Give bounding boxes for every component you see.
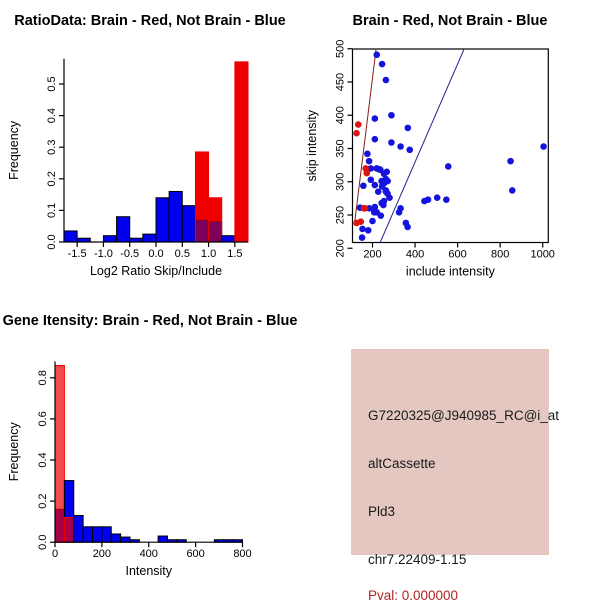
svg-text:600: 600 <box>186 548 204 560</box>
svg-text:200: 200 <box>93 548 111 560</box>
svg-text:0.5: 0.5 <box>46 76 58 91</box>
svg-text:300: 300 <box>335 173 347 191</box>
svg-text:400: 400 <box>406 249 424 261</box>
svg-text:200: 200 <box>363 249 381 261</box>
svg-text:Frequency: Frequency <box>7 120 21 180</box>
svg-text:600: 600 <box>448 249 466 261</box>
svg-text:Log2 Ratio Skip/Include: Log2 Ratio Skip/Include <box>90 264 222 278</box>
svg-text:chr7.22409-1.15: chr7.22409-1.15 <box>368 552 466 567</box>
svg-text:1000: 1000 <box>530 249 554 261</box>
svg-text:Brain - Red, Not Brain - Blue: Brain - Red, Not Brain - Blue <box>353 13 548 29</box>
svg-text:Frequency: Frequency <box>7 422 21 482</box>
svg-text:350: 350 <box>335 139 347 157</box>
svg-text:800: 800 <box>491 249 509 261</box>
svg-text:RatioData: Brain - Red, Not Br: RatioData: Brain - Red, Not Brain - Blue <box>14 13 286 29</box>
svg-text:800: 800 <box>233 548 251 560</box>
svg-text:0.2: 0.2 <box>46 171 58 186</box>
svg-text:include intensity: include intensity <box>406 265 496 279</box>
svg-text:0.4: 0.4 <box>37 452 49 467</box>
svg-text:altCassette: altCassette <box>368 456 436 471</box>
svg-text:0.5: 0.5 <box>175 248 190 260</box>
svg-text:skip intensity: skip intensity <box>305 109 319 181</box>
svg-text:400: 400 <box>335 106 347 124</box>
svg-text:500: 500 <box>335 40 347 58</box>
svg-text:Pld3: Pld3 <box>368 504 395 519</box>
svg-text:-0.5: -0.5 <box>120 248 139 260</box>
svg-text:Pval: 0.000000: Pval: 0.000000 <box>368 588 458 600</box>
svg-text:0.4: 0.4 <box>46 108 58 123</box>
svg-text:0.1: 0.1 <box>46 203 58 218</box>
svg-text:-1.0: -1.0 <box>94 248 113 260</box>
svg-text:0.6: 0.6 <box>37 411 49 426</box>
svg-text:0.0: 0.0 <box>46 234 58 249</box>
svg-text:250: 250 <box>335 206 347 224</box>
svg-text:-1.5: -1.5 <box>68 248 87 260</box>
svg-text:0.3: 0.3 <box>46 140 58 155</box>
svg-text:0.2: 0.2 <box>37 493 49 508</box>
svg-text:0.8: 0.8 <box>37 370 49 385</box>
svg-text:0.0: 0.0 <box>37 535 49 550</box>
svg-text:Gene Itensity: Brain - Red, No: Gene Itensity: Brain - Red, Not Brain - … <box>3 313 298 329</box>
svg-text:Intensity: Intensity <box>125 564 172 578</box>
svg-text:450: 450 <box>335 73 347 91</box>
svg-text:200: 200 <box>335 239 347 257</box>
svg-text:1.0: 1.0 <box>201 248 216 260</box>
svg-text:0: 0 <box>52 548 58 560</box>
svg-text:G7220325@J940985_RC@i_at: G7220325@J940985_RC@i_at <box>368 408 559 423</box>
svg-text:1.5: 1.5 <box>227 248 242 260</box>
svg-text:400: 400 <box>140 548 158 560</box>
svg-text:0.0: 0.0 <box>148 248 163 260</box>
